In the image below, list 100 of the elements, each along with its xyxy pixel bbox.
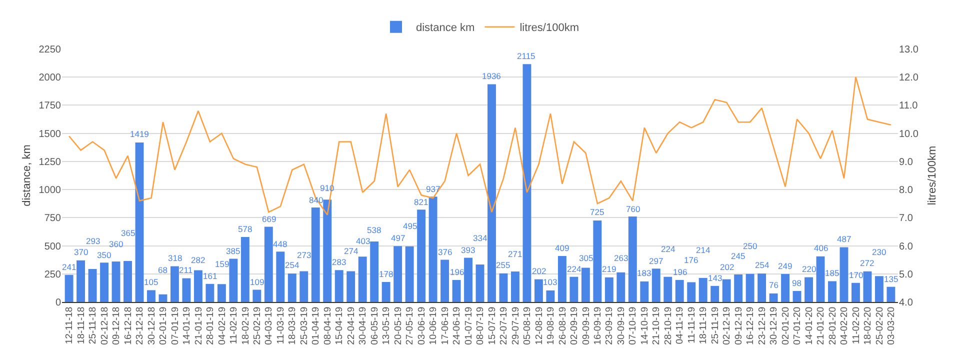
y2-tick-label: 8.0 bbox=[899, 185, 914, 196]
data-label: 214 bbox=[696, 245, 710, 255]
x-tick-label: 28-10-19 bbox=[662, 306, 674, 345]
x-tick-label: 30-04-19 bbox=[358, 306, 369, 345]
bar bbox=[405, 246, 414, 302]
legend-label: distance km bbox=[416, 22, 475, 34]
bar bbox=[852, 282, 860, 302]
bar bbox=[229, 258, 238, 302]
bar bbox=[240, 237, 250, 302]
x-tick-label: 10-06-19 bbox=[428, 306, 440, 345]
data-label: 271 bbox=[508, 249, 522, 259]
data-label: 409 bbox=[555, 243, 570, 253]
data-label: 1936 bbox=[482, 71, 502, 81]
x-tick-label: 12-11-18 bbox=[64, 306, 76, 344]
bar bbox=[452, 280, 461, 302]
data-label: 196 bbox=[450, 267, 464, 277]
x-tick-label: 02-01-20 bbox=[780, 306, 792, 345]
x-tick-label: 07-10-19 bbox=[628, 306, 639, 345]
x-tick-label: 19-08-19 bbox=[546, 306, 557, 345]
y-tick-label: 2250 bbox=[38, 44, 62, 56]
bar bbox=[323, 200, 332, 302]
data-label: 282 bbox=[191, 255, 206, 265]
x-tick-label: 23-12-18 bbox=[134, 306, 146, 345]
data-label: 161 bbox=[203, 271, 218, 281]
y2-tick-label: 7.0 bbox=[899, 213, 914, 224]
data-label: 254 bbox=[755, 260, 770, 270]
bar bbox=[370, 242, 379, 302]
data-label: 385 bbox=[226, 246, 240, 256]
bar bbox=[758, 273, 766, 302]
bar bbox=[76, 260, 86, 302]
y2-tick-label: 13.0 bbox=[899, 44, 919, 56]
data-label: 376 bbox=[438, 247, 452, 257]
x-tick-label: 04-11-19 bbox=[674, 306, 686, 344]
data-label: 230 bbox=[872, 247, 886, 257]
data-label: 202 bbox=[720, 262, 734, 272]
x-tick-label: 06-05-19 bbox=[369, 306, 380, 345]
bar bbox=[394, 246, 402, 302]
x-tick-label: 16-09-19 bbox=[592, 306, 604, 345]
bar bbox=[346, 271, 356, 302]
x-tick-label: 03-06-19 bbox=[416, 306, 428, 345]
x-tick-label: 08-07-19 bbox=[475, 306, 486, 345]
bar bbox=[769, 293, 778, 302]
x-tick-label: 11-02-20 bbox=[850, 306, 862, 344]
bar bbox=[276, 252, 285, 302]
x-tick-label: 18-03-19 bbox=[287, 306, 298, 345]
bar bbox=[698, 278, 708, 302]
bar bbox=[710, 286, 720, 302]
x-tick-label: 18-11-19 bbox=[698, 306, 710, 344]
x-tick-label: 25-03-19 bbox=[298, 306, 310, 345]
bar bbox=[252, 290, 262, 302]
bar bbox=[100, 262, 108, 302]
data-label: 224 bbox=[567, 264, 582, 274]
bar bbox=[675, 280, 684, 302]
x-tick-label: 25-02-19 bbox=[252, 306, 263, 345]
data-label: 578 bbox=[238, 224, 252, 234]
x-tick-label: 28-01-19 bbox=[205, 306, 216, 345]
data-label: 305 bbox=[579, 253, 594, 263]
y2-tick-label: 5.0 bbox=[899, 269, 914, 280]
data-label: 219 bbox=[602, 264, 616, 274]
data-label: 143 bbox=[708, 273, 722, 283]
data-label: 273 bbox=[297, 250, 312, 260]
bar bbox=[546, 290, 555, 302]
x-tick-label: 18-02-20 bbox=[862, 306, 874, 345]
data-label: 176 bbox=[684, 255, 698, 265]
x-tick-label: 05-08-19 bbox=[522, 306, 534, 345]
y-tick-label: 500 bbox=[44, 241, 62, 252]
bar bbox=[558, 256, 566, 302]
y2-tick-label: 12.0 bbox=[899, 72, 919, 84]
data-label: 103 bbox=[543, 277, 558, 287]
bar bbox=[593, 220, 602, 302]
x-tick-label: 16-12-19 bbox=[745, 306, 756, 345]
x-tick-label: 21-10-19 bbox=[651, 306, 662, 345]
x-tick-label: 14-01-20 bbox=[804, 306, 815, 345]
x-tick-label: 22-04-19 bbox=[346, 306, 357, 345]
bar bbox=[170, 266, 179, 302]
data-label: 370 bbox=[74, 247, 88, 257]
y-tick-label: 1250 bbox=[38, 156, 62, 168]
bar bbox=[804, 277, 813, 302]
bar bbox=[334, 270, 344, 302]
bar bbox=[206, 284, 214, 302]
bar bbox=[182, 278, 191, 302]
bar bbox=[886, 286, 896, 302]
x-tick-label: 11-11-19 bbox=[686, 306, 698, 344]
data-label: 2115 bbox=[517, 51, 536, 61]
data-label: 1419 bbox=[130, 129, 150, 139]
bar bbox=[828, 281, 836, 302]
x-tick-label: 22-07-19 bbox=[498, 306, 510, 345]
data-label: 159 bbox=[215, 259, 230, 269]
x-tick-label: 07-01-19 bbox=[170, 306, 181, 345]
x-tick-label: 15-07-19 bbox=[486, 306, 498, 345]
data-label: 224 bbox=[661, 244, 676, 254]
data-label: 241 bbox=[62, 262, 76, 272]
data-label: 254 bbox=[285, 260, 300, 270]
x-tick-label: 11-03-19 bbox=[275, 306, 286, 344]
y-tick-label: 0 bbox=[55, 298, 62, 308]
y-tick-label: 1000 bbox=[38, 185, 62, 196]
x-tick-label: 11-02-19 bbox=[228, 306, 240, 344]
y-axis-title: distance, km bbox=[21, 144, 33, 206]
data-label: 178 bbox=[379, 269, 394, 279]
x-tick-label: 12-08-19 bbox=[534, 306, 545, 345]
